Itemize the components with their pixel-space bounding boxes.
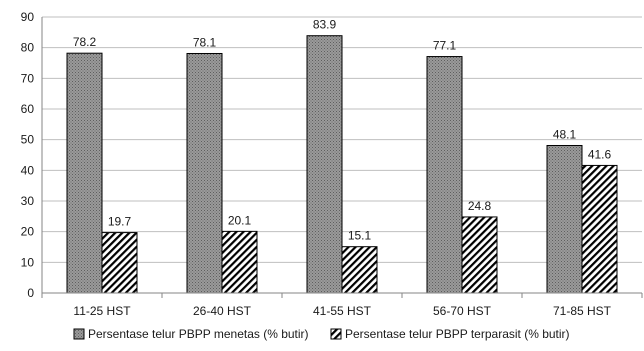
bar-series-1-11-25-hst	[66, 52, 103, 294]
y-tick-label: 90	[21, 10, 35, 24]
y-tick-label: 60	[21, 102, 35, 116]
x-category-label: 26-40 HST	[193, 304, 252, 318]
x-category-label: 56-70 HST	[433, 304, 492, 318]
y-axis-tick-labels: 0 10 20 30 40 50 60 70 80 90	[21, 10, 35, 300]
bar-series-2-71-85-hst	[581, 164, 618, 294]
bar-series-1-71-85-hst	[546, 144, 583, 294]
legend-label-series-2: Persentase telur PBPP terparasit (% buti…	[345, 327, 570, 341]
bar-series-1-26-40-hst	[186, 52, 223, 294]
legend: Persentase telur PBPP menetas (% butir) P…	[73, 327, 570, 341]
legend-label-series-1: Persentase telur PBPP menetas (% butir)	[88, 327, 309, 341]
y-tick-label: 70	[21, 71, 35, 85]
y-tick-label: 40	[21, 163, 35, 177]
data-label: 20.1	[228, 213, 252, 227]
data-label: 24.8	[468, 199, 492, 213]
bar-series-2-26-40-hst	[221, 230, 258, 294]
x-axis-category-labels: 11-25 HST 26-40 HST 41-55 HST 56-70 HST 71-8…	[73, 304, 611, 318]
x-category-label: 11-25 HST	[73, 304, 131, 318]
y-tick-label: 50	[21, 133, 35, 147]
data-label: 77.1	[433, 39, 457, 53]
x-category-label: 71-85 HST	[553, 304, 612, 318]
y-tick-label: 30	[21, 194, 35, 208]
y-tick-label: 20	[21, 225, 35, 239]
bar-series-2-41-55-hst	[341, 246, 378, 294]
bar-series-1-56-70-hst	[426, 56, 463, 294]
data-labels: 78.2 19.7 78.1 20.1 83.9 15.1 77.1 24.8 48.1 41.6	[73, 18, 612, 243]
x-category-label: 41-55 HST	[313, 304, 372, 318]
data-label: 48.1	[553, 127, 577, 141]
data-label: 78.1	[193, 35, 217, 49]
y-tick-label: 0	[27, 286, 34, 300]
y-tick-label: 10	[21, 255, 35, 269]
legend-swatch-series-1	[73, 328, 85, 340]
data-label: 83.9	[313, 18, 337, 32]
bar-series-2-56-70-hst	[461, 216, 498, 294]
axes	[41, 17, 643, 298]
data-label: 41.6	[588, 147, 612, 161]
legend-swatch-series-2	[330, 328, 342, 340]
data-label: 78.2	[73, 35, 97, 49]
bar-series-1-41-55-hst	[306, 35, 343, 294]
bar-series-2-11-25-hst	[101, 232, 138, 294]
bars	[66, 35, 618, 294]
data-label: 19.7	[108, 215, 132, 229]
y-tick-label: 80	[21, 41, 35, 55]
data-label: 15.1	[348, 229, 372, 243]
